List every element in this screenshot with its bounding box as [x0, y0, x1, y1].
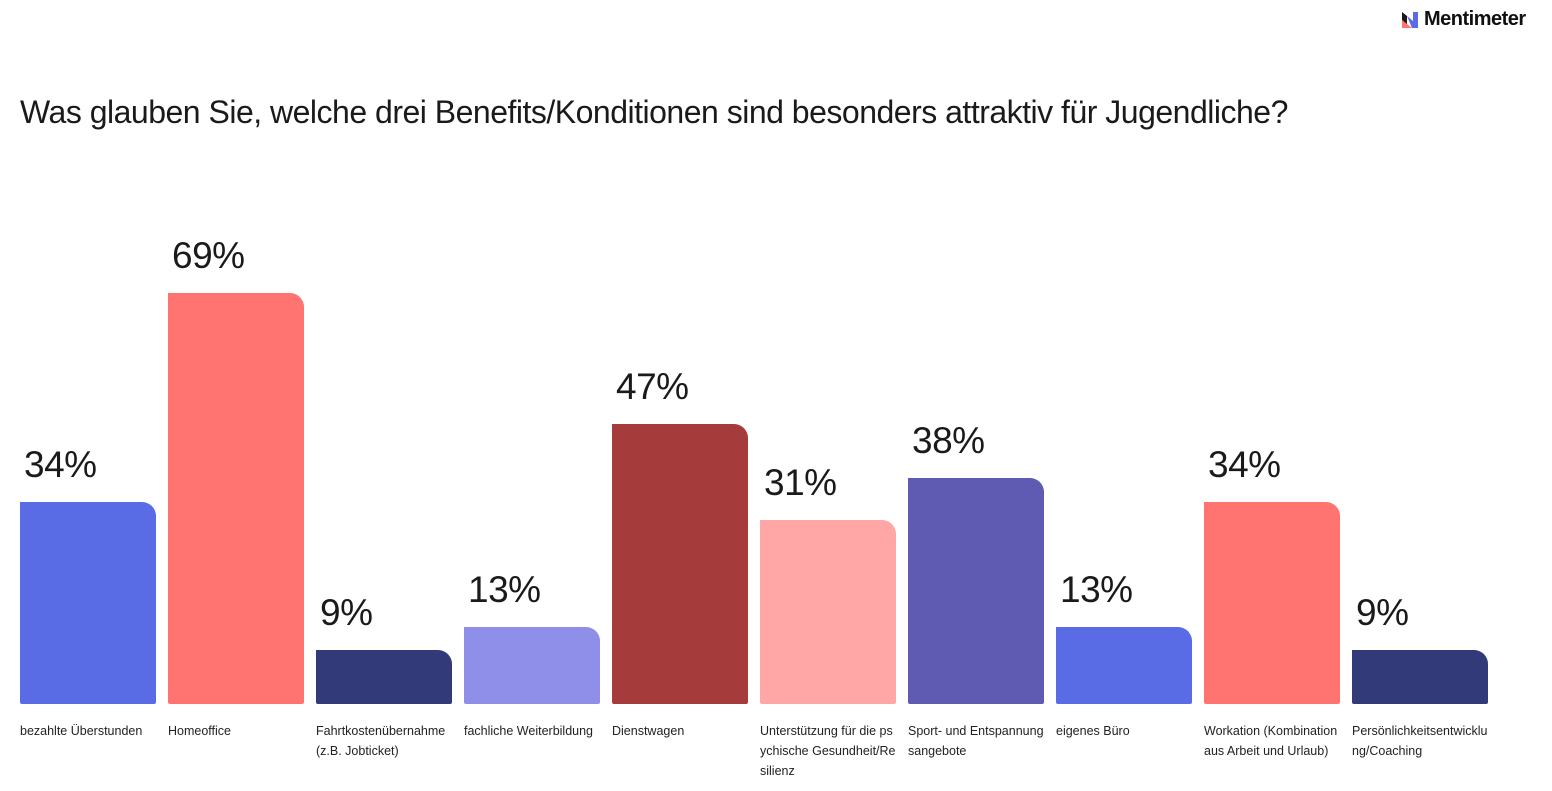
bar	[464, 626, 600, 704]
value-label: 13%	[468, 568, 541, 610]
chart-title: Was glauben Sie, welche drei Benefits/Ko…	[20, 94, 1288, 130]
bar	[1056, 626, 1192, 704]
bar	[168, 293, 304, 704]
value-label: 9%	[320, 592, 373, 634]
mentimeter-logo-icon	[1402, 11, 1418, 28]
value-label: 47%	[616, 366, 689, 408]
value-label: 34%	[1208, 443, 1281, 485]
category-label: Sport- und Entspannungsangebote	[908, 724, 1044, 758]
value-label: 69%	[172, 235, 245, 277]
value-label: 9%	[1356, 592, 1409, 634]
category-label: Homeoffice	[168, 724, 231, 738]
category-label: Persönlichkeitsentwicklung/Coaching	[1352, 724, 1488, 758]
category-label: Fahrtkostenübernahme (z.B. Jobticket)	[316, 724, 446, 758]
category-label: eigenes Büro	[1056, 724, 1130, 738]
brand-name: Mentimeter	[1424, 8, 1526, 30]
mentimeter-logo: Mentimeter	[1402, 8, 1526, 31]
bar	[612, 424, 748, 704]
value-label: 34%	[24, 443, 97, 485]
category-label: Workation (Kombination aus Arbeit und Ur…	[1204, 724, 1338, 758]
value-label: 38%	[912, 419, 985, 461]
bar	[760, 519, 896, 704]
bar	[908, 477, 1044, 704]
category-label: fachliche Weiterbildung	[464, 724, 594, 738]
category-label: Unterstützung für die psychische Gesundh…	[760, 724, 896, 778]
category-label: Dienstwagen	[612, 724, 685, 738]
value-label: 31%	[764, 461, 837, 503]
bar	[316, 650, 452, 704]
category-label: bezahlte Überstunden	[20, 724, 143, 738]
bar	[1352, 650, 1488, 704]
bar	[20, 501, 156, 704]
bar	[1204, 501, 1340, 704]
value-label: 13%	[1060, 568, 1133, 610]
